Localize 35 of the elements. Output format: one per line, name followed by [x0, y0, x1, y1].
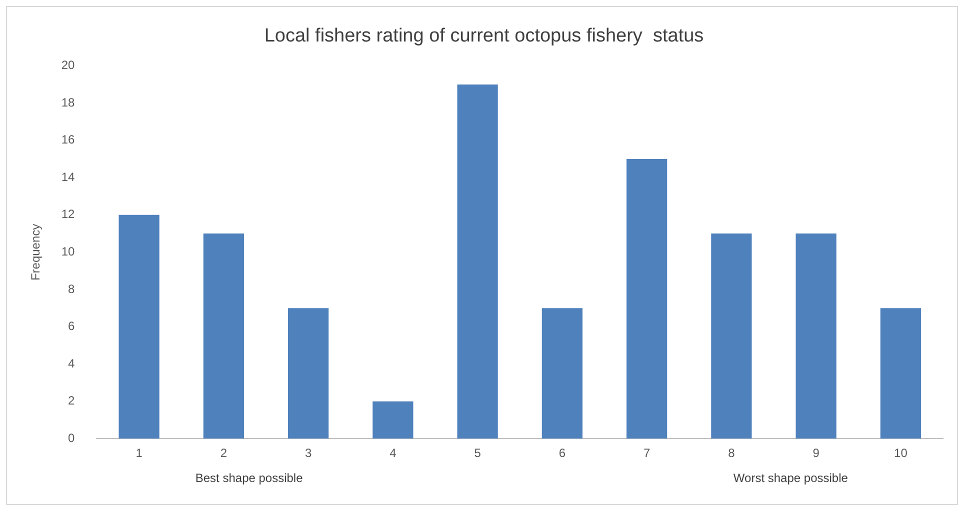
x-tick-label: 3: [304, 446, 312, 460]
y-tick-label: 14: [61, 170, 76, 184]
y-tick-label: 4: [68, 356, 76, 370]
bar: [288, 308, 329, 439]
x-tick-label: 8: [728, 446, 736, 460]
y-tick-label: 20: [61, 58, 76, 72]
chart-title: Local fishers rating of current octopus fishery status: [264, 26, 704, 47]
text: Worst shape possible: [733, 470, 848, 485]
x-tick-label: 9: [812, 446, 820, 460]
y-axis-title: Frequency: [28, 224, 43, 281]
bar: [372, 401, 414, 439]
y-tick-label: 18: [61, 95, 76, 110]
text: Best shape possible: [195, 470, 304, 485]
x-tick-label: 2: [220, 446, 228, 460]
x-tick-label: 4: [390, 446, 397, 460]
bar: [203, 234, 244, 439]
y-tick-label: 12: [61, 207, 76, 222]
y-tick-label: 8: [68, 282, 76, 296]
bar: [711, 234, 752, 439]
x-tick-label: 1: [136, 446, 143, 460]
bar: [880, 308, 921, 439]
bar: [542, 308, 582, 439]
bar: [626, 159, 668, 439]
y-tick-label: 10: [61, 244, 76, 259]
bar: [796, 234, 836, 439]
bar: [457, 84, 498, 439]
x-tick-label: 7: [643, 446, 650, 460]
y-tick-label: 2: [68, 394, 76, 408]
y-tick-label: 0: [68, 430, 76, 445]
x-tick-label: 5: [474, 446, 482, 460]
y-tick-label: 16: [61, 132, 76, 147]
x-tick-label: 10: [894, 446, 908, 460]
x-tick-label: 6: [558, 446, 566, 460]
bar: [118, 214, 160, 439]
y-tick-label: 6: [68, 319, 76, 334]
